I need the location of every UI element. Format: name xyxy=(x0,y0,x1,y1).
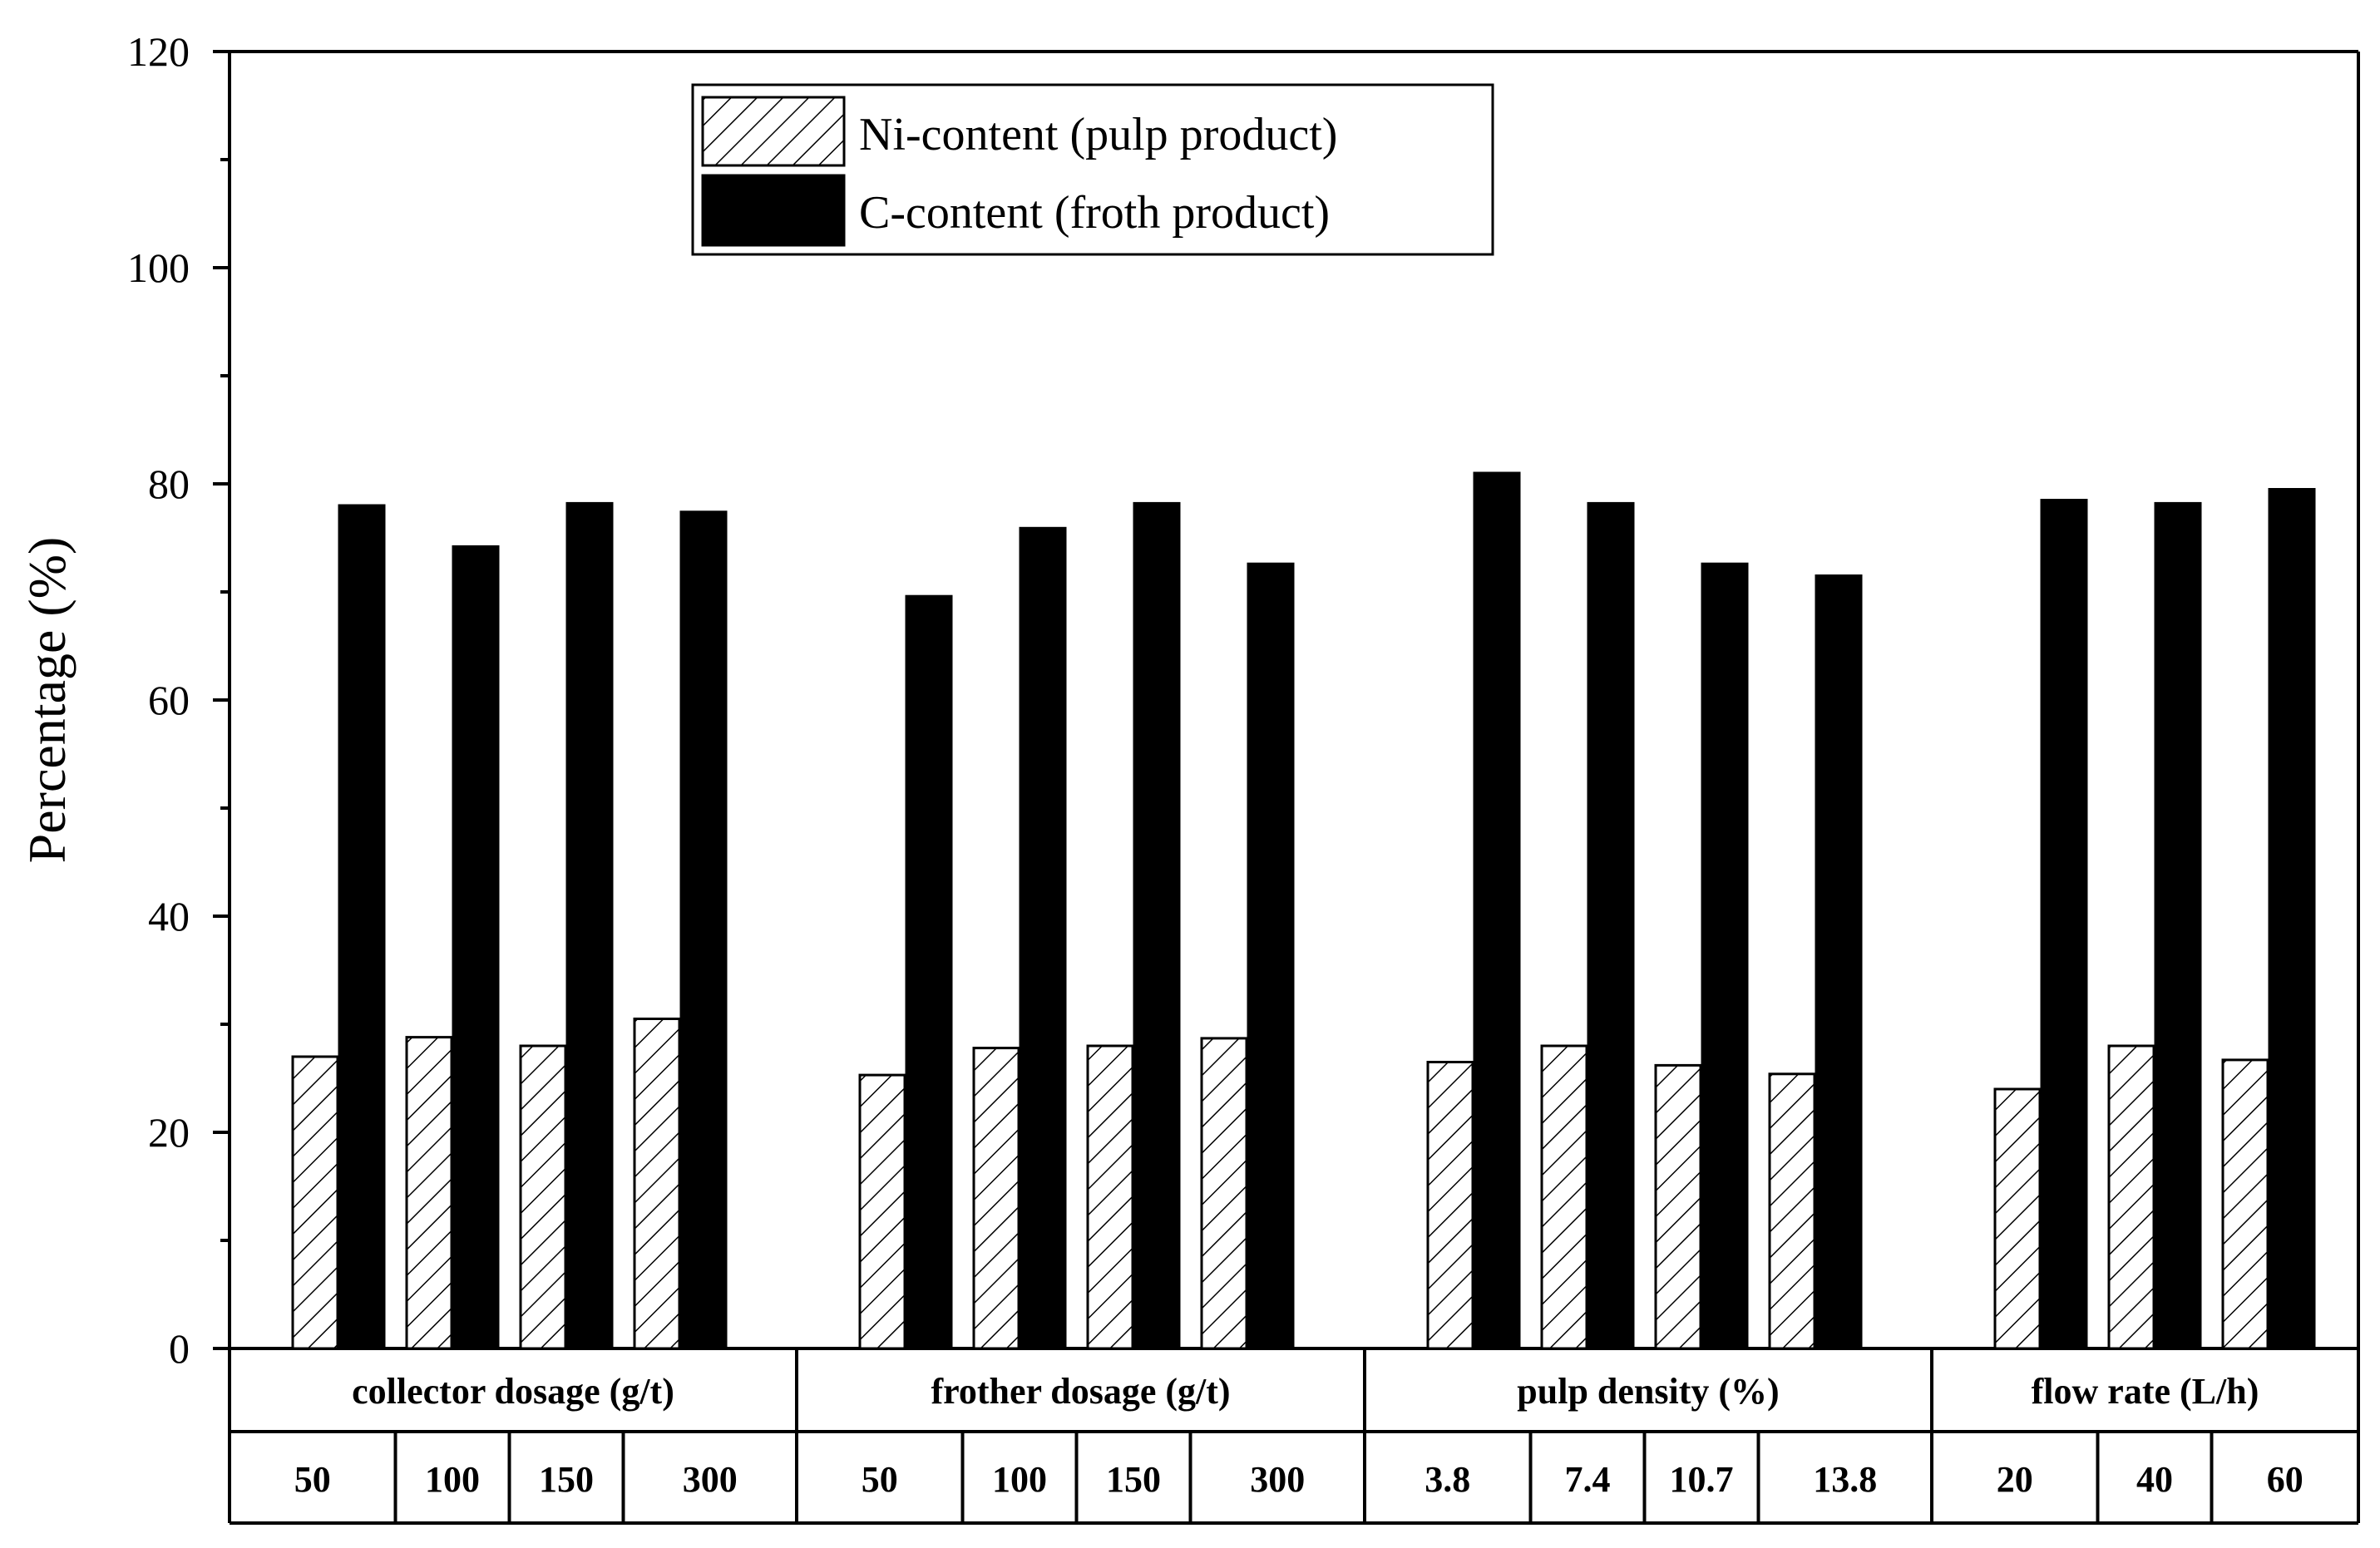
category-label: 13.8 xyxy=(1813,1459,1877,1500)
bar-c-content xyxy=(1701,562,1749,1350)
category-label: 50 xyxy=(294,1459,331,1500)
category-label: 50 xyxy=(862,1459,898,1500)
group-label: frother dosage (g/t) xyxy=(931,1371,1230,1412)
bar-c-content xyxy=(338,504,386,1350)
bar-c-content xyxy=(1815,574,1863,1350)
bar-ni-content xyxy=(1654,1063,1702,1350)
legend-swatch-c xyxy=(701,174,846,247)
legend-swatch-ni xyxy=(701,96,846,167)
category-table: collector dosage (g/t) 50 100 150 300 frother… xyxy=(228,1348,2360,1525)
bar-ni-content xyxy=(1768,1072,1816,1350)
bar-c-content xyxy=(1133,501,1181,1350)
legend: Ni-content (pulp product) C-content (fro… xyxy=(691,83,1494,256)
bar-ni-content xyxy=(858,1073,906,1350)
category-label: 3.8 xyxy=(1425,1459,1470,1500)
category-label: 60 xyxy=(2267,1459,2303,1500)
bar-ni-content xyxy=(519,1044,567,1350)
bar-ni-content xyxy=(1993,1087,2042,1350)
category-label: 150 xyxy=(1106,1459,1161,1500)
group-label: collector dosage (g/t) xyxy=(352,1371,674,1412)
bar-ni-content xyxy=(633,1018,681,1350)
group-label: pulp density (%) xyxy=(1517,1371,1779,1412)
category-label: 40 xyxy=(2136,1459,2173,1500)
bar-c-content xyxy=(679,510,728,1350)
bar-ni-content xyxy=(1086,1044,1134,1350)
bar-c-content xyxy=(1019,526,1067,1350)
bar-c-content xyxy=(905,594,953,1350)
bar-c-content xyxy=(452,545,500,1350)
legend-label-c: C-content (froth product) xyxy=(859,187,1330,239)
bar-ni-content xyxy=(1200,1037,1248,1350)
bar-ni-content xyxy=(291,1055,339,1350)
bar-ni-content xyxy=(1426,1061,1474,1350)
bar-ni-content xyxy=(2107,1044,2155,1350)
category-label: 7.4 xyxy=(1565,1459,1611,1500)
bar-ni-content xyxy=(1540,1044,1588,1350)
category-label: 100 xyxy=(992,1459,1047,1500)
y-tick-label: 80 xyxy=(148,461,190,507)
bar-c-content xyxy=(1473,471,1521,1350)
bar-c-content xyxy=(1587,501,1635,1350)
y-tick-label: 0 xyxy=(169,1325,190,1372)
category-label: 10.7 xyxy=(1670,1459,1734,1500)
bar-ni-content xyxy=(972,1047,1020,1350)
y-tick-label: 120 xyxy=(127,28,190,75)
bar-c-content xyxy=(1247,562,1295,1350)
legend-label-ni: Ni-content (pulp product) xyxy=(859,109,1337,160)
category-label: 150 xyxy=(539,1459,594,1500)
y-tick-label: 20 xyxy=(148,1109,190,1156)
category-label: 20 xyxy=(1997,1459,2033,1500)
y-tick-label: 100 xyxy=(127,244,190,291)
bar-c-content xyxy=(2268,488,2316,1350)
bar-ni-content xyxy=(405,1036,453,1350)
bar-ni-content xyxy=(2221,1058,2269,1350)
bar-c-content xyxy=(565,501,614,1350)
category-label: 300 xyxy=(683,1459,738,1500)
bar-c-content xyxy=(2040,499,2088,1350)
y-tick-label: 40 xyxy=(148,893,190,939)
y-tick-label: 60 xyxy=(148,677,190,723)
y-axis-title: Percentage (%) xyxy=(17,537,77,864)
bars xyxy=(291,471,2316,1350)
bar-c-content xyxy=(2154,501,2202,1350)
group-label: flow rate (L/h) xyxy=(2032,1371,2259,1412)
category-label: 100 xyxy=(425,1459,480,1500)
category-label: 300 xyxy=(1250,1459,1305,1500)
y-axis: 0 20 40 60 80 100 120 xyxy=(127,28,230,1372)
